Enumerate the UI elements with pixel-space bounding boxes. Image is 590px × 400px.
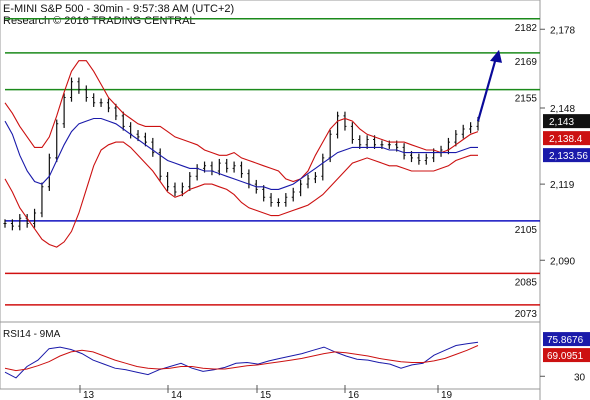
level-label-5: 2073	[515, 309, 538, 320]
rsi-y-tick-label-0: 30	[574, 372, 586, 383]
rsi-title: RSI14 - 9MA	[3, 329, 61, 340]
x-tick-label-0: 13	[83, 390, 95, 400]
rsi-panel-frame	[0, 321, 541, 390]
y-tick-label-3: 2,090	[550, 256, 575, 267]
rsi-value-tag-1	[543, 348, 590, 363]
value-tag-1	[543, 131, 590, 146]
x-tick-label-3: 16	[348, 390, 360, 400]
rsi-value-tag-label-0: 75.8676	[547, 335, 584, 346]
y-tick-label-0: 2,178	[550, 25, 575, 36]
value-tag-0	[543, 114, 590, 129]
level-label-4: 2085	[515, 277, 538, 288]
value-tag-label-2: 2,133.56	[549, 151, 588, 162]
moving-average-line	[4, 117, 478, 190]
forecast-arrow-line	[476, 57, 498, 122]
bollinger-upper-line	[4, 60, 479, 183]
level-label-1: 2169	[515, 57, 538, 68]
level-label-0: 2182	[515, 23, 538, 34]
value-tag-2	[543, 148, 590, 163]
x-tick-label-1: 14	[171, 390, 183, 400]
x-tick-label-2: 15	[260, 390, 272, 400]
rsi-value-tag-0	[543, 332, 590, 347]
bollinger-lower-line	[4, 141, 478, 248]
chart-title: E-MINI S&P 500 - 30min - 9:57:38 AM (UTC…	[3, 3, 235, 15]
y-tick-label-2: 2,119	[550, 180, 575, 191]
value-tag-label-1: 2,138.4	[549, 134, 583, 145]
forecast-arrow-head	[490, 49, 502, 63]
value-tag-label-0: 2,143	[549, 117, 574, 128]
x-tick-label-4: 19	[441, 390, 453, 400]
level-label-3: 2105	[515, 225, 538, 236]
level-label-2: 2155	[515, 94, 538, 105]
rsi-ma-line	[4, 345, 479, 372]
rsi-value-tag-label-1: 69.0951	[547, 351, 584, 362]
y-tick-label-1: 2,148	[550, 104, 575, 115]
rsi-line	[4, 341, 479, 379]
